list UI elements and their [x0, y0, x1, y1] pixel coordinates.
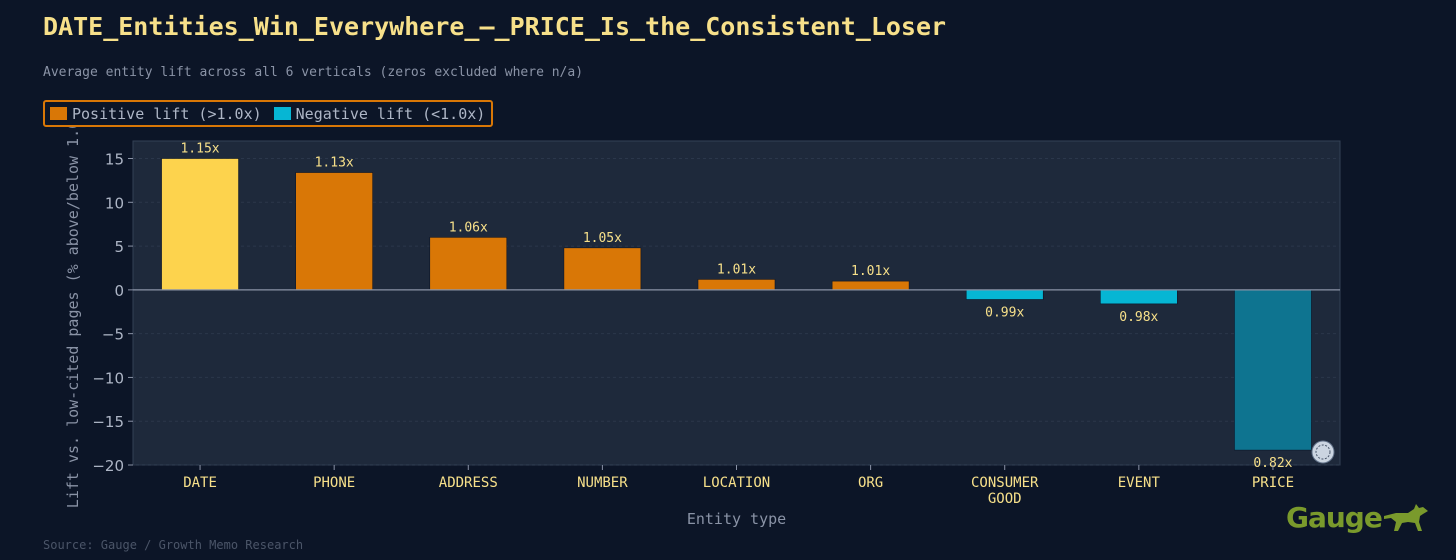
source-note: Source: Gauge / Growth Memo Research [43, 538, 304, 552]
y-tick-label: −15 [92, 413, 124, 431]
bar-phone [295, 172, 373, 291]
x-tick-label: CONSUMER GOOD [971, 475, 1039, 507]
legend-label-negative: Negative lift (<1.0x) [295, 104, 486, 123]
bar-consumer-good [965, 289, 1044, 300]
data-label: 0.99x [985, 305, 1024, 320]
bar-price [1234, 289, 1312, 451]
brand-logo: Gauge [1286, 500, 1432, 534]
bar-org [831, 280, 910, 291]
x-axis-label: Entity type [687, 510, 786, 528]
data-label: 1.06x [449, 220, 488, 235]
bar-address [429, 237, 508, 291]
x-tick-label: DATE [183, 475, 217, 491]
data-label: 0.82x [1253, 456, 1292, 471]
x-tick-label: LOCATION [703, 475, 770, 491]
watermark-seal-ring [1315, 444, 1331, 460]
bar-date [161, 158, 239, 291]
dog-icon [1383, 504, 1428, 531]
y-tick-label: 10 [105, 194, 124, 212]
x-tick-label: ADDRESS [439, 475, 498, 491]
chart-subtitle: Average entity lift across all 6 vertica… [43, 65, 584, 80]
legend-swatch-positive [50, 107, 67, 120]
y-tick-label: −20 [92, 457, 124, 475]
legend-swatch-negative [273, 107, 291, 120]
x-tick-label: ORG [858, 475, 883, 491]
legend-item-positive: Positive lift (>1.0x) [50, 105, 262, 123]
y-tick-label: −10 [92, 369, 124, 387]
data-label: 0.98x [1119, 310, 1158, 325]
legend-label-positive: Positive lift (>1.0x) [72, 104, 262, 123]
watermark-seal [1311, 440, 1335, 464]
chart-title: DATE_Entities_Win_Everywhere_—_PRICE_Is_… [43, 12, 947, 41]
bar-location [697, 279, 776, 291]
x-tick-label: NUMBER [577, 475, 628, 491]
legend: Positive lift (>1.0x) Negative lift (<1.… [43, 100, 494, 127]
data-label: 1.13x [315, 156, 354, 171]
y-tick-label: 15 [105, 151, 124, 169]
data-label: 1.05x [583, 231, 622, 246]
y-tick-label: −5 [102, 326, 124, 344]
y-tick-label: 5 [114, 238, 124, 256]
y-axis-label: Lift vs. low-cited pages (% above/below … [64, 102, 82, 508]
bar-number [563, 247, 642, 291]
data-label: 1.15x [180, 142, 219, 157]
x-tick-label: PHONE [313, 475, 355, 491]
bar-event [1100, 289, 1178, 305]
data-label: 1.01x [717, 262, 756, 277]
legend-item-negative: Negative lift (<1.0x) [273, 104, 486, 123]
x-tick-label: EVENT [1118, 475, 1161, 491]
brand-name: Gauge [1286, 500, 1383, 534]
y-tick-label: 0 [114, 282, 124, 300]
data-label: 1.01x [851, 264, 890, 279]
x-tick-label: PRICE [1252, 475, 1294, 491]
